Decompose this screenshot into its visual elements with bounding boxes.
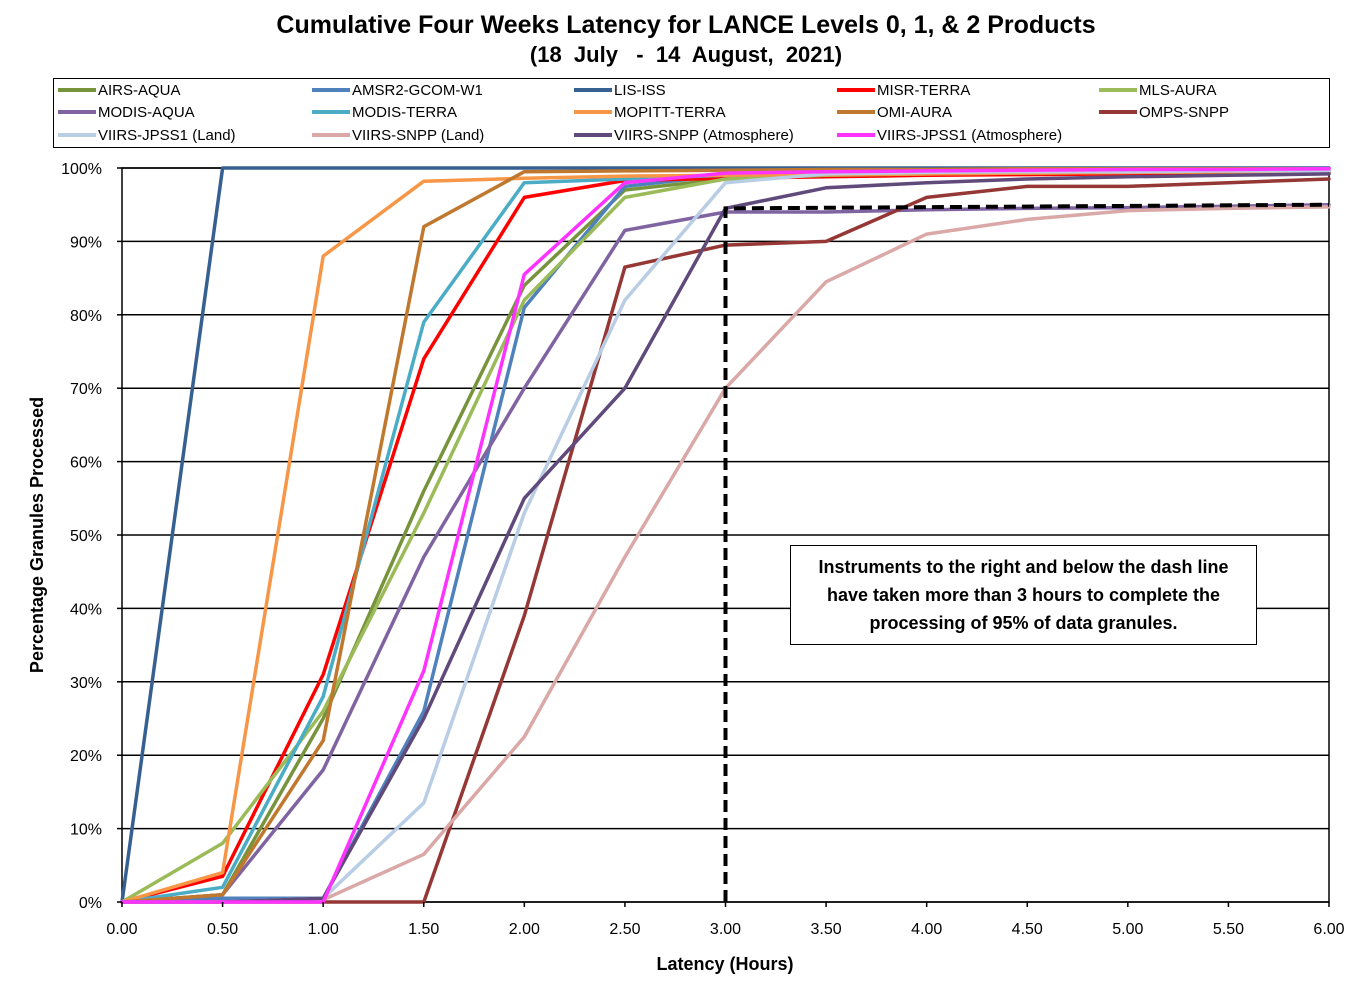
legend-label: MODIS-AQUA <box>98 103 195 121</box>
x-tick-label: 2.50 <box>609 921 640 938</box>
legend-swatch <box>58 88 96 92</box>
legend-swatch <box>837 88 875 92</box>
x-tick-label: 5.50 <box>1213 921 1244 938</box>
legend-swatch <box>312 133 350 137</box>
y-tick-label: 70% <box>70 381 102 398</box>
legend-swatch <box>574 88 612 92</box>
legend-swatch <box>58 133 96 137</box>
legend-label: VIIRS-SNPP (Land) <box>352 126 485 144</box>
legend-swatch <box>1099 88 1137 92</box>
x-tick-label: 4.00 <box>911 921 942 938</box>
legend-swatch <box>837 133 875 137</box>
legend-label: MOPITT-TERRA <box>614 103 726 121</box>
x-tick-label: 0.00 <box>106 921 137 938</box>
legend-label: VIIRS-SNPP (Atmosphere) <box>614 126 794 144</box>
legend-item: OMPS-SNPP <box>1099 101 1229 123</box>
legend-item: LIS-ISS <box>574 79 666 101</box>
x-tick-label: 6.00 <box>1313 921 1344 938</box>
legend-item: MOPITT-TERRA <box>574 101 726 123</box>
legend-item: MODIS-TERRA <box>312 101 457 123</box>
legend-item: MISR-TERRA <box>837 79 970 101</box>
y-tick-label: 10% <box>70 822 102 839</box>
legend-label: AMSR2-GCOM-W1 <box>352 81 483 99</box>
tick-labels: 0.00 0.50 1.00 1.50 2.00 2.50 3.00 3.50 4.00 4.50… <box>61 161 1345 938</box>
y-tick-label: 20% <box>70 748 102 765</box>
legend-item: OMI-AURA <box>837 101 952 123</box>
legend-item: VIIRS-SNPP (Land) <box>312 124 484 146</box>
y-tick-label: 0% <box>79 895 102 912</box>
x-tick-label: 3.00 <box>710 921 741 938</box>
x-tick-label: 5.00 <box>1112 921 1143 938</box>
legend-label: OMI-AURA <box>877 103 952 121</box>
chart-legend: AIRS-AQUA AMSR2-GCOM-W1 LIS-ISS MISR-TERRA M… <box>53 78 1330 148</box>
y-tick-label: 100% <box>61 161 102 178</box>
y-tick-label: 80% <box>70 308 102 325</box>
legend-label: MISR-TERRA <box>877 81 971 99</box>
legend-item: VIIRS-SNPP (Atmosphere) <box>574 124 794 146</box>
annotation-box: Instruments to the right and below the d… <box>790 545 1257 645</box>
legend-swatch <box>574 110 612 114</box>
y-tick-label: 60% <box>70 455 102 472</box>
threshold-line <box>723 202 1330 902</box>
legend-label: MODIS-TERRA <box>352 103 457 121</box>
legend-item: MODIS-AQUA <box>58 101 195 123</box>
y-axis-label: Percentage Granules Processed <box>27 397 47 673</box>
chart-subtitle: (18 July - 14 August, 2021) <box>529 42 843 67</box>
legend-item: VIIRS-JPSS1 (Atmosphere) <box>837 124 1062 146</box>
y-tick-label: 30% <box>70 675 102 692</box>
legend-swatch <box>1099 110 1137 114</box>
legend-swatch <box>312 88 350 92</box>
legend-item: VIIRS-JPSS1 (Land) <box>58 124 236 146</box>
y-tick-label: 50% <box>70 528 102 545</box>
legend-swatch <box>312 110 350 114</box>
legend-swatch <box>58 110 96 114</box>
x-tick-label: 1.50 <box>408 921 439 938</box>
x-tick-label: 4.50 <box>1012 921 1043 938</box>
legend-item: AMSR2-GCOM-W1 <box>312 79 483 101</box>
legend-swatch <box>837 110 875 114</box>
legend-swatch <box>574 133 612 137</box>
axes <box>117 167 1330 907</box>
x-tick-label: 0.50 <box>207 921 238 938</box>
legend-label: VIIRS-JPSS1 (Atmosphere) <box>877 126 1063 144</box>
legend-label: AIRS-AQUA <box>98 81 181 99</box>
chart-title: Cumulative Four Weeks Latency for LANCE … <box>276 11 1096 39</box>
x-tick-label: 1.00 <box>308 921 339 938</box>
legend-label: VIIRS-JPSS1 (Land) <box>98 126 236 144</box>
x-axis-label: Latency (Hours) <box>656 954 793 974</box>
y-tick-label: 90% <box>70 234 102 251</box>
x-tick-label: 3.50 <box>811 921 842 938</box>
threshold-dashed-line <box>723 202 1330 902</box>
legend-item: MLS-AURA <box>1099 79 1217 101</box>
legend-label: LIS-ISS <box>614 81 666 99</box>
legend-item: AIRS-AQUA <box>58 79 181 101</box>
legend-label: MLS-AURA <box>1139 81 1217 99</box>
x-tick-label: 2.00 <box>509 921 540 938</box>
y-tick-label: 40% <box>70 601 102 618</box>
legend-label: OMPS-SNPP <box>1139 103 1230 121</box>
